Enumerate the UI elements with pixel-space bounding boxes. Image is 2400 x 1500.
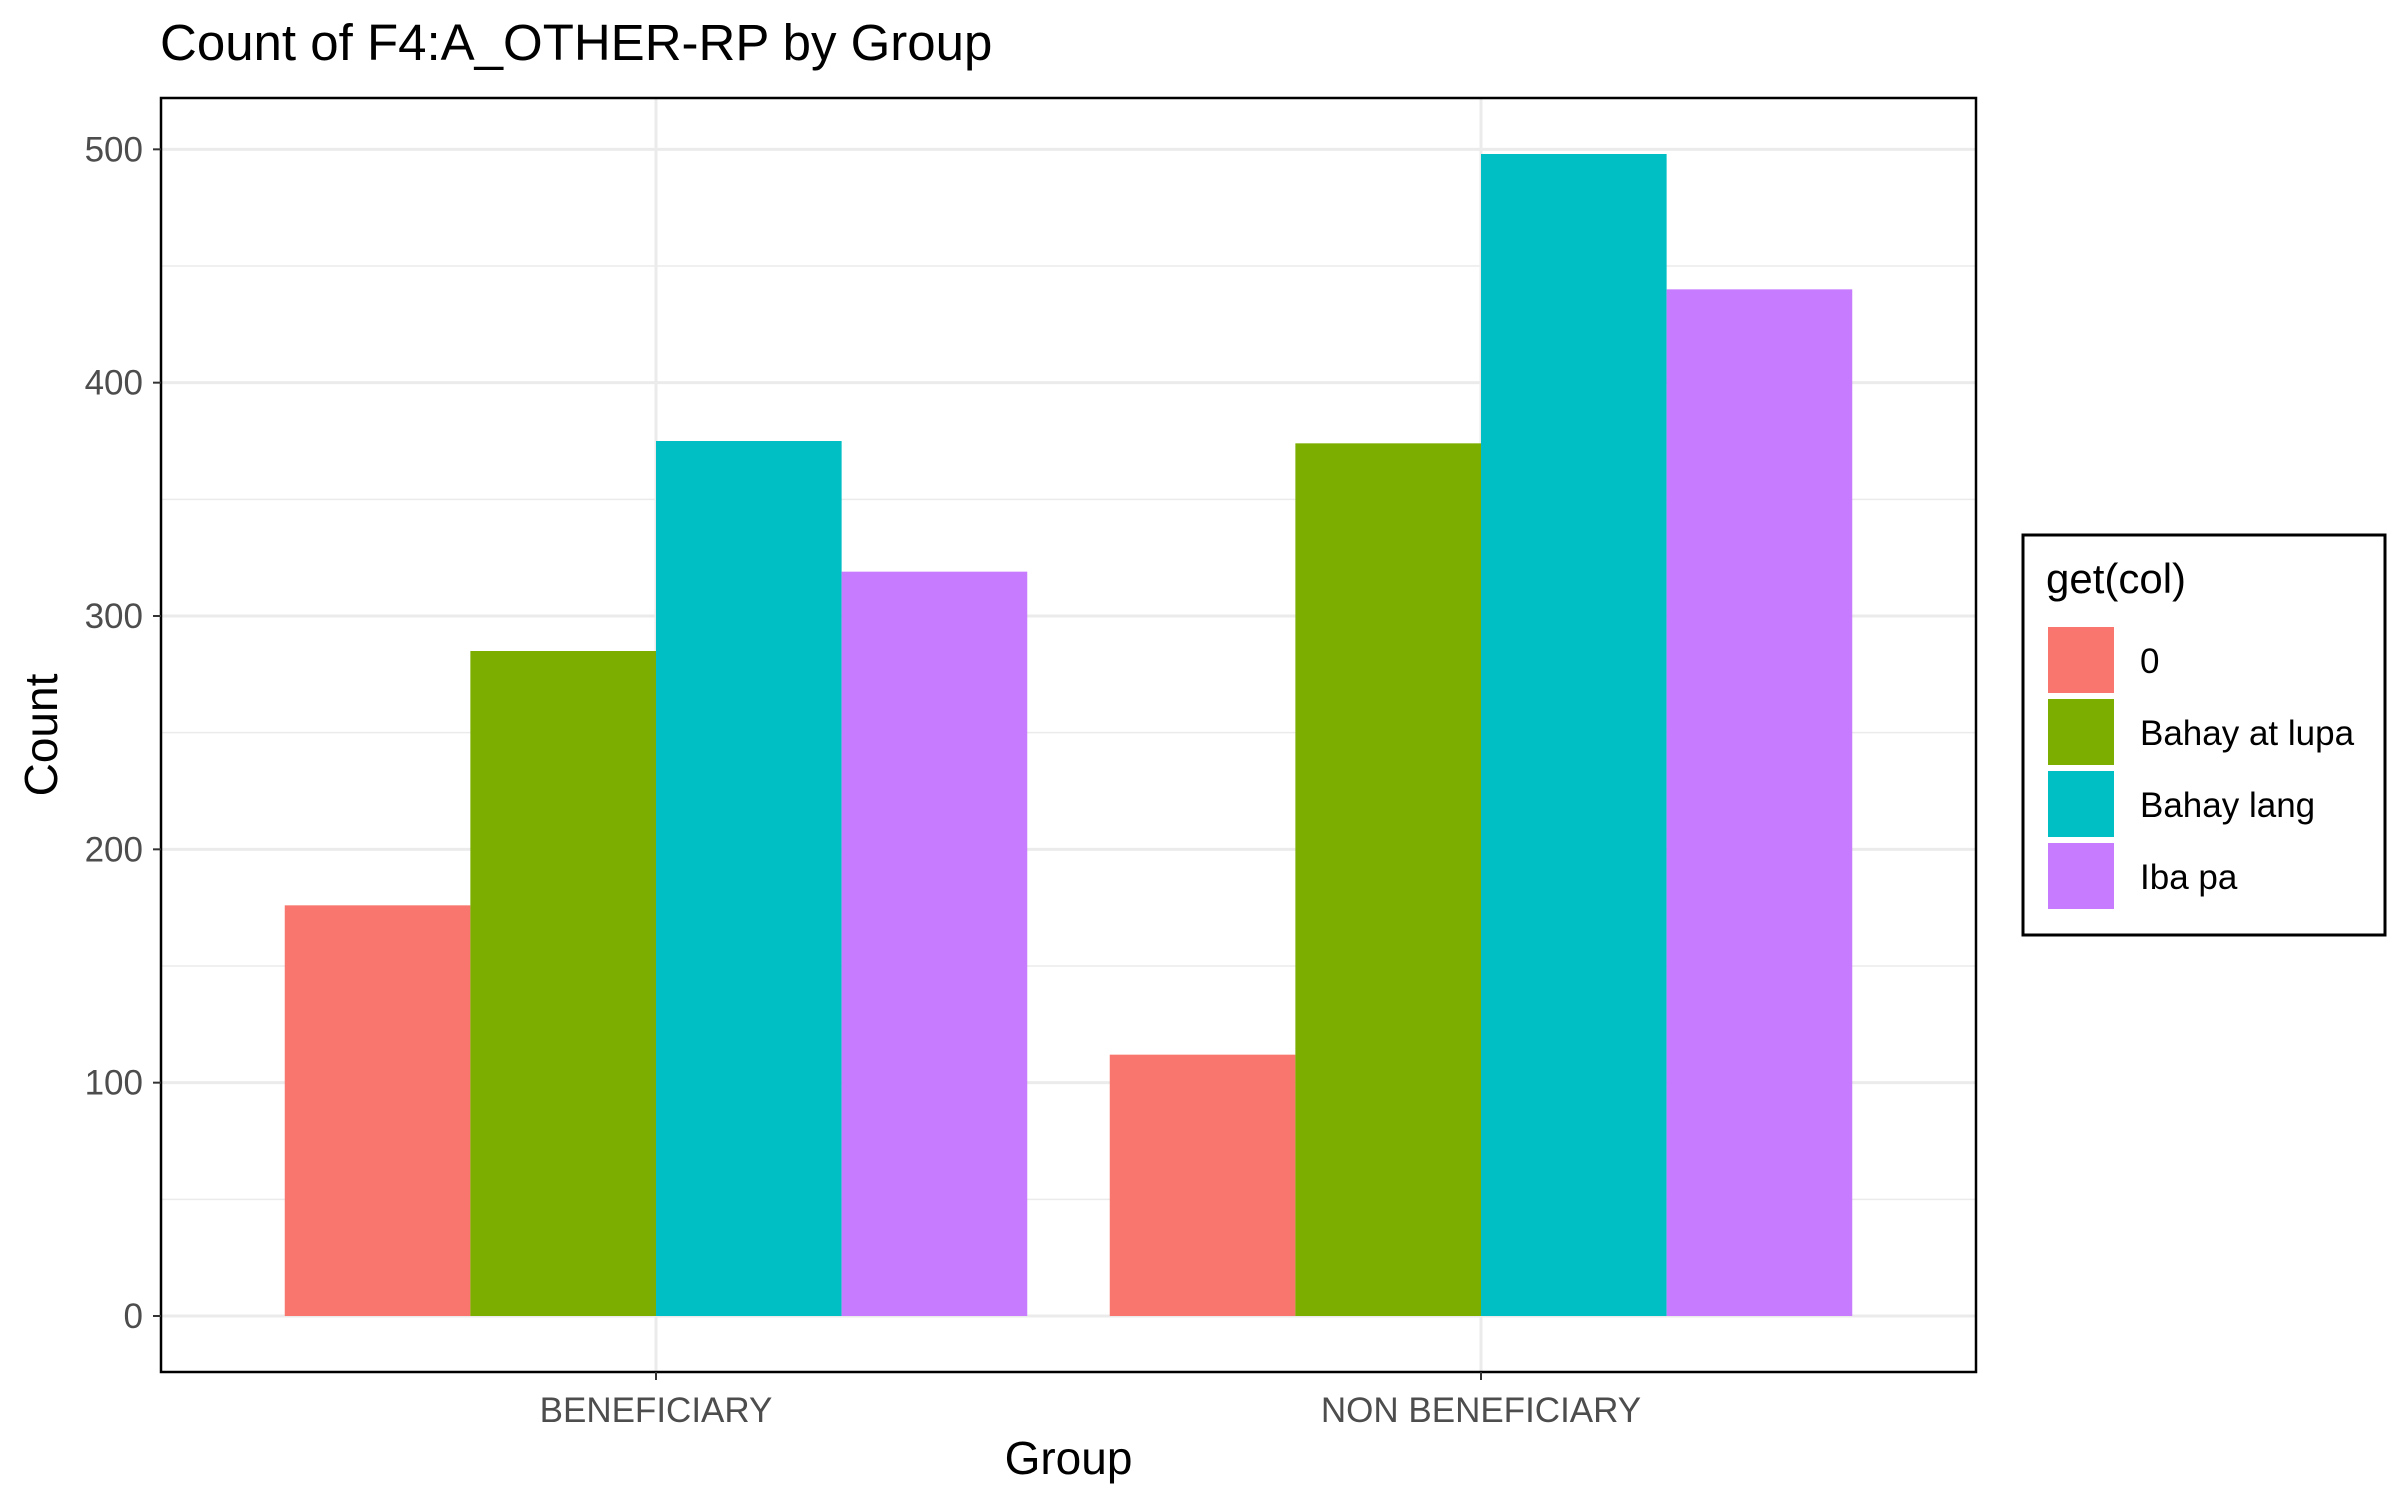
- legend-title: get(col): [2046, 555, 2186, 602]
- y-tick-label: 200: [85, 830, 143, 869]
- legend-items: 0 Bahay at lupa Bahay lang Iba pa: [2048, 627, 2355, 909]
- bar: [470, 651, 656, 1316]
- y-axis-ticks: 0 100 200 300 400 500: [85, 130, 161, 1336]
- bar: [656, 441, 842, 1316]
- legend: get(col) 0 Bahay at lupa Bahay lang Iba pa: [2021, 533, 2387, 937]
- bar: [1295, 443, 1481, 1316]
- y-tick-label: 400: [85, 364, 143, 403]
- bar: [284, 905, 471, 1316]
- legend-label: 0: [2140, 642, 2159, 681]
- legend-key: [2048, 771, 2114, 837]
- legend-label: Bahay at lupa: [2140, 714, 2355, 753]
- y-tick-label: 500: [85, 130, 143, 169]
- plot-panel-border: [159, 96, 1978, 1374]
- legend-key: [2048, 699, 2114, 765]
- y-tick-label: 0: [124, 1297, 143, 1336]
- bar: [1109, 1054, 1296, 1316]
- bar: [1481, 154, 1667, 1316]
- chart-title: Count of F4:A_OTHER-RP by Group: [160, 14, 992, 71]
- bar: [1666, 289, 1853, 1316]
- legend-label: Iba pa: [2140, 858, 2238, 897]
- x-tick-label: NON BENEFICIARY: [1321, 1391, 1641, 1430]
- bars: [284, 154, 1853, 1316]
- x-axis-ticks: BENEFICIARY NON BENEFICIARY: [540, 1372, 1641, 1430]
- x-tick-label: BENEFICIARY: [540, 1391, 773, 1430]
- y-tick-label: 300: [85, 597, 143, 636]
- y-tick-label: 100: [85, 1064, 143, 1103]
- legend-key: [2048, 843, 2114, 909]
- legend-key: [2048, 627, 2114, 693]
- bar: [841, 571, 1028, 1316]
- x-axis-title: Group: [1005, 1432, 1133, 1484]
- legend-label: Bahay lang: [2140, 786, 2315, 825]
- y-axis-title: Count: [15, 673, 67, 796]
